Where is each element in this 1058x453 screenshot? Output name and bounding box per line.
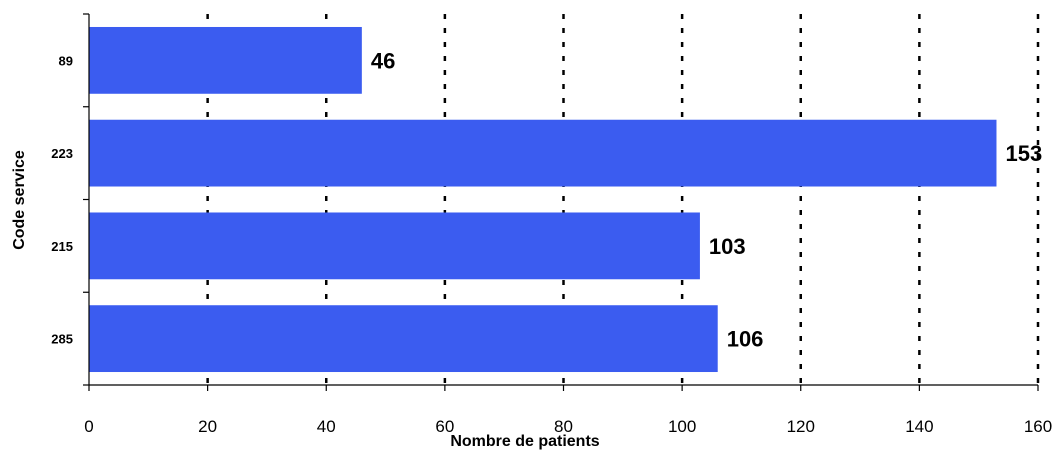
bars xyxy=(89,26,997,373)
axes xyxy=(83,13,1039,391)
y-axis-title: Code service xyxy=(11,150,28,250)
x-tick-label-80: 80 xyxy=(554,417,573,436)
bar-223 xyxy=(89,119,997,187)
x-axis-title: Nombre de patients xyxy=(450,433,599,450)
bar-89 xyxy=(89,26,362,94)
x-tick-label-40: 40 xyxy=(317,417,336,436)
category-label-215: 215 xyxy=(51,239,73,254)
x-tick-label-160: 160 xyxy=(1024,417,1052,436)
category-label-285: 285 xyxy=(51,332,73,347)
x-tick-label-140: 140 xyxy=(905,417,933,436)
data-label-89: 46 xyxy=(371,48,395,73)
category-label-223: 223 xyxy=(51,146,73,161)
data-label-285: 106 xyxy=(727,327,764,352)
labels: 46 89 153 223 103 215 106 285 0 20 40 60 80 100 120 140… xyxy=(51,48,1052,436)
data-label-215: 103 xyxy=(709,234,746,259)
x-tick-label-20: 20 xyxy=(198,417,217,436)
bar-285 xyxy=(89,305,718,373)
data-label-223: 153 xyxy=(1005,141,1042,166)
category-label-89: 89 xyxy=(59,53,73,68)
x-tick-label-60: 60 xyxy=(435,417,454,436)
x-tick-label-100: 100 xyxy=(668,417,696,436)
bar-215 xyxy=(89,212,700,280)
x-tick-label-120: 120 xyxy=(787,417,815,436)
x-tick-label-0: 0 xyxy=(84,417,93,436)
